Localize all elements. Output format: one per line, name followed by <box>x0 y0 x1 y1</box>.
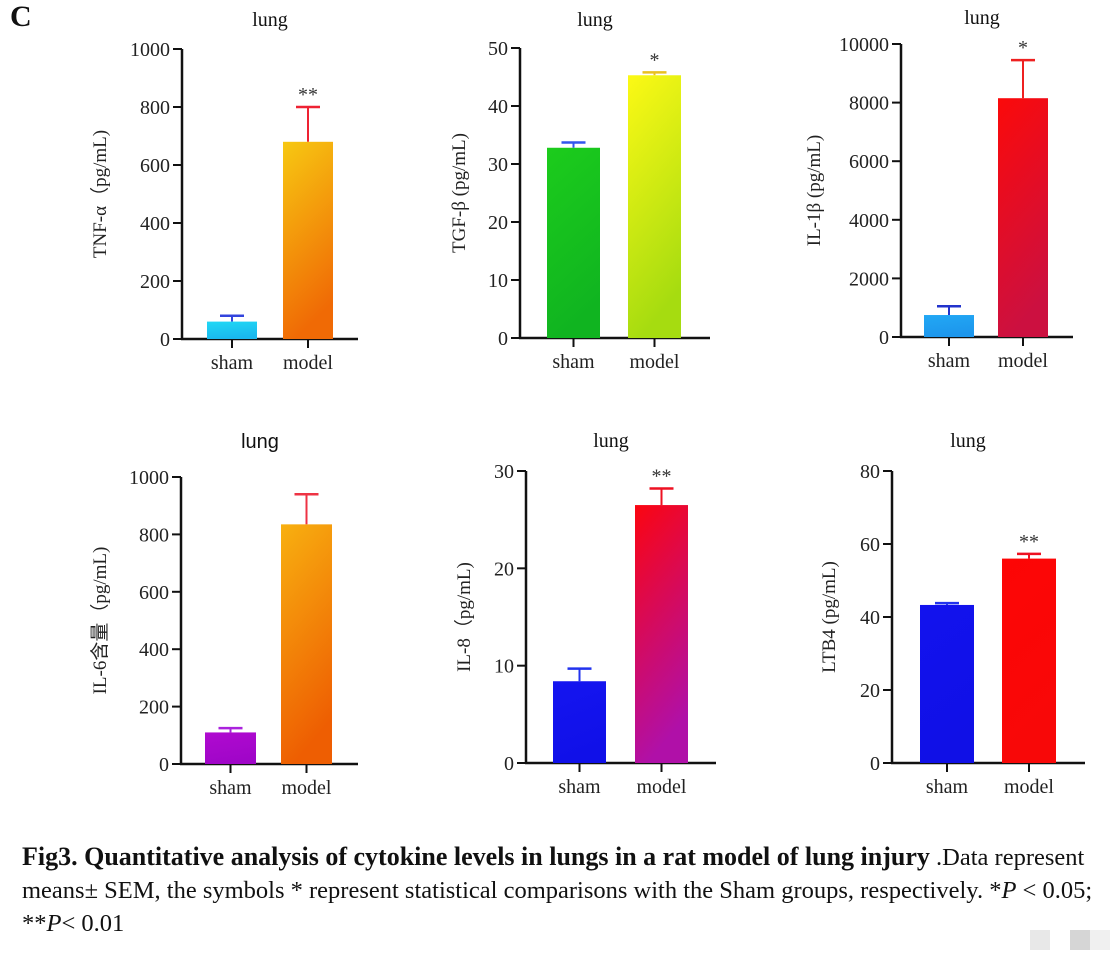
chart-title: lung <box>950 430 986 452</box>
x-tick-label: sham <box>926 776 969 798</box>
bar-sham <box>920 604 974 763</box>
watermark-block-1 <box>1030 930 1050 950</box>
y-tick-label: 0 <box>504 753 514 775</box>
watermark-block-2 <box>1070 930 1090 950</box>
figure: C lung TNF-α（pg/mL) 0 200 400 600 800 1000 sham m… <box>10 0 1085 799</box>
y-tick-label: 0 <box>159 754 169 776</box>
panel-letter: C <box>10 0 32 33</box>
y-tick-label: 40 <box>860 607 880 629</box>
caption-title: Fig3. Quantitative analysis of cytokine … <box>22 842 930 871</box>
y-tick-label: 600 <box>139 582 169 604</box>
y-tick-label: 10000 <box>839 34 889 56</box>
x-tick-label: model <box>283 352 333 374</box>
significance-marker: ** <box>298 84 318 106</box>
significance-marker: ** <box>652 466 672 488</box>
y-tick-label: 60 <box>860 534 880 556</box>
figure-caption: Fig3. Quantitative analysis of cytokine … <box>22 840 1112 940</box>
bar-sham <box>205 732 256 764</box>
significance-marker: ** <box>1019 531 1039 553</box>
y-tick-label: 2000 <box>849 268 889 290</box>
bar-model <box>635 505 688 763</box>
y-tick-label: 0 <box>498 328 508 350</box>
y-tick-label: 600 <box>140 155 170 177</box>
y-tick-label: 400 <box>139 639 169 661</box>
bar-sham <box>553 681 606 763</box>
caption-p2: P <box>46 910 62 937</box>
y-tick-label: 1000 <box>130 39 170 61</box>
x-tick-label: sham <box>928 350 971 372</box>
y-tick-label: 0 <box>160 329 170 351</box>
x-tick-label: model <box>1004 776 1054 798</box>
y-tick-label: 8000 <box>849 93 889 115</box>
y-axis-label: TGF-β (pg/mL) <box>449 133 470 253</box>
x-tick-label: model <box>637 776 687 798</box>
x-tick-label: model <box>998 350 1048 372</box>
y-tick-label: 50 <box>488 38 508 60</box>
y-tick-label: 80 <box>860 461 880 483</box>
y-tick-label: 0 <box>870 753 880 775</box>
y-tick-label: 10 <box>488 270 508 292</box>
y-tick-label: 40 <box>488 96 508 118</box>
caption-text-1: .Data represent means± SEM, the symbols … <box>22 844 1085 904</box>
y-tick-label: 0 <box>879 327 889 349</box>
y-axis-label: IL-1β (pg/mL) <box>804 135 825 247</box>
y-tick-label: 1000 <box>129 467 169 489</box>
bar-model <box>998 98 1048 337</box>
chart-title: lung <box>964 7 1000 29</box>
y-tick-label: 20 <box>488 212 508 234</box>
y-tick-label: 20 <box>494 558 514 580</box>
bar-model <box>1002 558 1056 763</box>
bar-model <box>281 524 332 764</box>
x-tick-label: model <box>282 777 332 799</box>
bar-sham <box>547 147 600 338</box>
chart-title: lung <box>593 430 629 452</box>
x-tick-label: sham <box>558 776 601 798</box>
y-tick-label: 30 <box>488 154 508 176</box>
y-tick-label: 30 <box>494 461 514 483</box>
y-axis-label: IL-6含量（pg/mL) <box>89 547 111 695</box>
chart-title: lung <box>241 431 279 453</box>
y-tick-label: 10 <box>494 656 514 678</box>
caption-text-3: < 0.01 <box>61 910 125 937</box>
bar-sham <box>924 315 974 337</box>
y-tick-label: 20 <box>860 680 880 702</box>
watermark-block-3 <box>1090 930 1110 950</box>
y-tick-label: 4000 <box>849 210 889 232</box>
caption-text-2: < 0.05; ** <box>22 877 1093 937</box>
y-tick-label: 200 <box>139 697 169 719</box>
x-tick-label: sham <box>211 352 254 374</box>
y-tick-label: 6000 <box>849 151 889 173</box>
significance-marker: * <box>1018 37 1028 59</box>
y-tick-label: 400 <box>140 213 170 235</box>
y-axis-label: LTB4 (pg/mL) <box>819 561 840 673</box>
bar-sham <box>207 321 257 339</box>
x-tick-label: sham <box>552 351 595 373</box>
y-axis-label: TNF-α（pg/mL) <box>89 130 111 258</box>
y-axis-label: IL-8（pg/mL) <box>453 562 475 672</box>
x-tick-label: sham <box>209 777 252 799</box>
x-tick-label: model <box>630 351 680 373</box>
chart-title: lung <box>252 9 288 31</box>
chart-title: lung <box>577 9 613 31</box>
y-tick-label: 800 <box>140 97 170 119</box>
significance-marker: * <box>650 49 660 71</box>
bar-model <box>628 75 681 338</box>
y-tick-label: 800 <box>139 524 169 546</box>
bar-model <box>283 141 333 339</box>
caption-p1: P <box>1001 877 1017 904</box>
y-tick-label: 200 <box>140 271 170 293</box>
